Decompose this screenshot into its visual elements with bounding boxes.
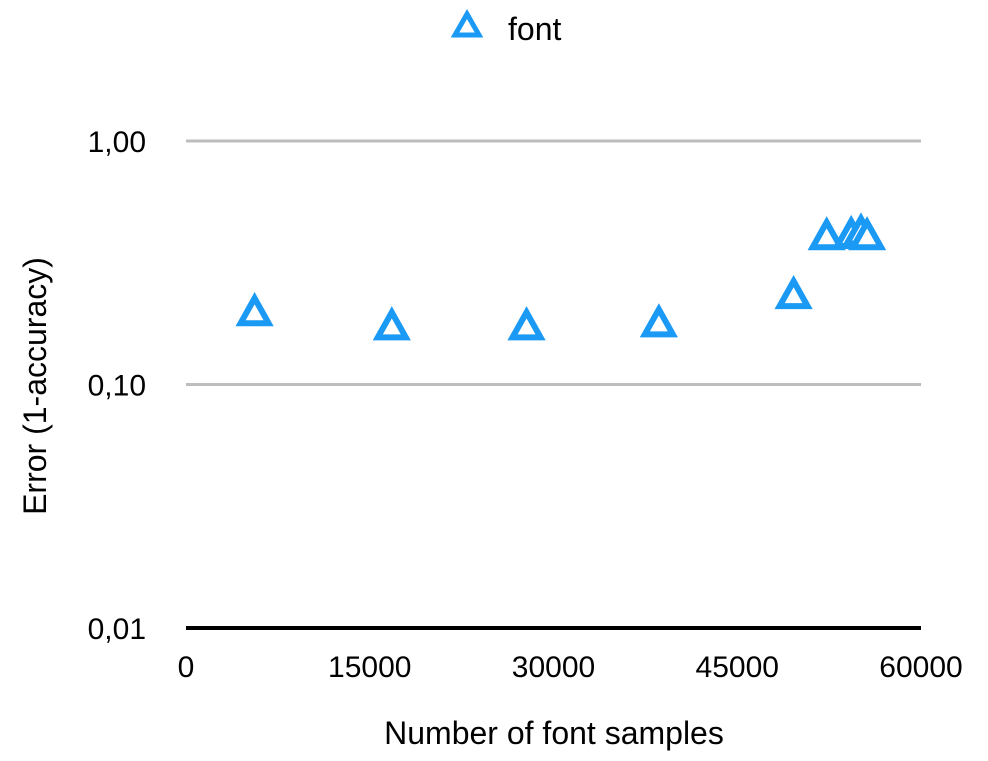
data-point: [807, 216, 846, 251]
gridlines: [186, 139, 921, 386]
y-tick-label: 1,00: [88, 126, 146, 159]
data-points: [235, 212, 887, 341]
x-axis: 0 15000 30000 45000 60000: [178, 626, 963, 684]
x-tick-label: 45000: [696, 651, 779, 684]
y-axis-title: Error (1-accuracy): [17, 257, 53, 515]
legend-label: font: [508, 11, 561, 47]
x-tick-label: 60000: [879, 651, 962, 684]
y-tick-label: 0,10: [88, 370, 146, 403]
data-point: [639, 303, 678, 338]
data-point: [507, 306, 546, 341]
data-point: [847, 216, 887, 251]
x-tick-label: 30000: [512, 651, 595, 684]
y-tick-label: 0,01: [88, 613, 146, 646]
x-tick-label: 0: [178, 651, 195, 684]
legend-triangle-marker: [450, 8, 484, 38]
data-point: [372, 306, 411, 341]
data-point: [235, 292, 274, 327]
data-point: [774, 275, 813, 310]
x-axis-title: Number of font samples: [384, 715, 724, 751]
x-tick-label: 15000: [328, 651, 411, 684]
legend: font: [450, 8, 561, 47]
y-axis: 0,01 0,10 1,00: [88, 126, 146, 646]
